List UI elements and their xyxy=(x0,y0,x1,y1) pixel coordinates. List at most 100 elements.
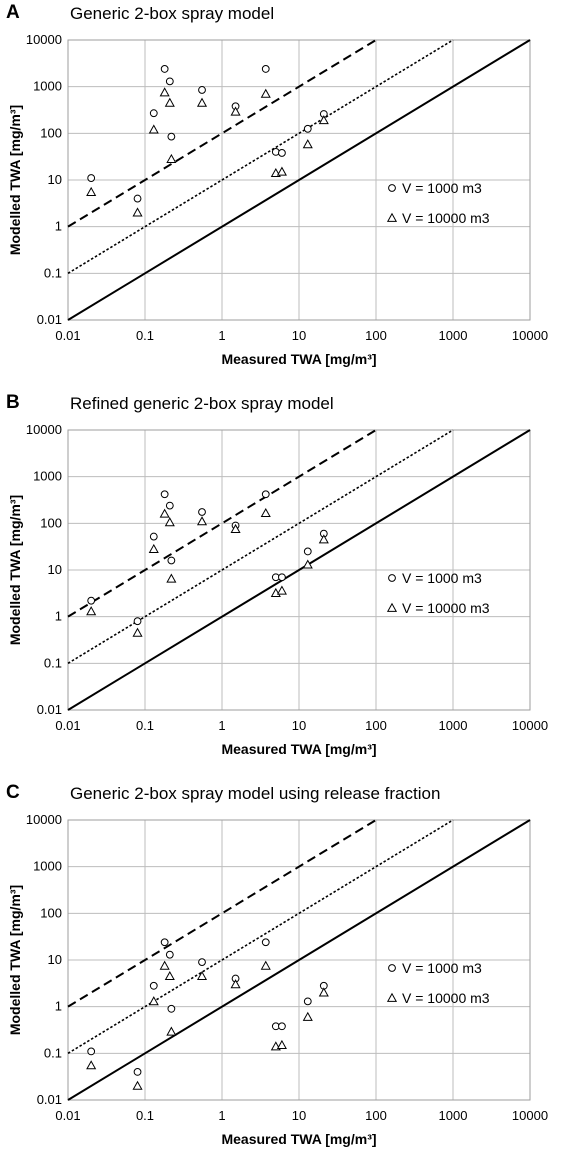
scatter-plot-b: 0.01 0.1 1 10 100 1000 10000 0.01 0.1 1 10 100 1000 1… xyxy=(7,422,548,757)
x-tick-label: 100 xyxy=(365,1108,387,1123)
circle-point xyxy=(198,508,206,516)
y-tick-label: 1 xyxy=(55,609,62,624)
scatter-plot-c: 0.01 0.1 1 10 100 1000 10000 0.01 0.1 1 10 100 1000 1… xyxy=(7,812,548,1147)
triangle-point xyxy=(164,517,175,527)
x-tick-label: 0.1 xyxy=(136,718,154,733)
reference-line-dashed xyxy=(67,429,377,618)
triangle-point xyxy=(260,88,271,98)
triangle-point xyxy=(196,516,208,526)
circle-point xyxy=(160,490,169,499)
y-tick-label: 10 xyxy=(48,562,62,577)
circle-point xyxy=(133,194,142,203)
triangle-point xyxy=(318,987,329,997)
x-tick-label: 1000 xyxy=(439,328,468,343)
circle-point xyxy=(160,938,169,947)
triangle-point xyxy=(132,1080,143,1090)
x-tick-label: 1 xyxy=(218,328,225,343)
circle-point xyxy=(261,490,270,499)
legend-entry: V = 1000 m3 xyxy=(402,570,482,586)
circle-point xyxy=(87,1047,96,1056)
reference-line-solid xyxy=(67,39,531,321)
circle-point xyxy=(133,617,142,626)
legend-entry: V = 1000 m3 xyxy=(402,180,482,196)
x-tick-label: 100 xyxy=(365,328,387,343)
legend-marker xyxy=(388,574,396,582)
x-tick-label: 1000 xyxy=(439,1108,468,1123)
panel-a: A Generic 2-box spray model 0.01 0.1 1 10 10… xyxy=(0,0,567,390)
triangle-point xyxy=(196,97,208,107)
chart-title: Refined generic 2-box spray model xyxy=(70,394,334,413)
legend-marker xyxy=(386,992,398,1002)
circle-point xyxy=(165,950,174,959)
circle-point xyxy=(167,132,176,141)
x-tick-label: 1 xyxy=(218,718,225,733)
circle-point xyxy=(133,1068,142,1076)
y-tick-label: 1000 xyxy=(33,469,62,484)
reference-line-dotted xyxy=(67,429,454,665)
x-tick-label: 0.01 xyxy=(55,328,80,343)
legend-entry: V = 10000 m3 xyxy=(402,600,490,616)
y-tick-label: 0.1 xyxy=(44,655,62,670)
y-tick-label: 10000 xyxy=(26,812,62,827)
scatter-plot-a: 0.01 0.1 1 10 100 1000 10000 0.01 0.1 1 10 100 1000 1… xyxy=(7,32,548,367)
triangle-point xyxy=(132,627,143,637)
circle-point xyxy=(165,77,174,86)
y-tick-label: 1 xyxy=(55,219,62,234)
triangle-point xyxy=(86,1060,97,1070)
x-tick-label: 100 xyxy=(365,718,387,733)
plot-frame xyxy=(67,819,531,1101)
triangle-point xyxy=(166,1026,177,1036)
y-tick-label: 10000 xyxy=(26,32,62,47)
x-tick-label: 0.01 xyxy=(55,1108,80,1123)
panel-letter: B xyxy=(6,392,20,413)
y-axis-label: Modelled TWA [mg/m³] xyxy=(7,885,23,1035)
triangle-point xyxy=(276,585,287,595)
circle-point xyxy=(87,174,96,182)
triangle-point xyxy=(86,186,97,196)
circle-point xyxy=(278,573,286,582)
triangle-point xyxy=(86,606,97,616)
y-tick-label: 10 xyxy=(48,952,62,967)
circle-point xyxy=(149,532,158,541)
legend-marker xyxy=(386,602,398,612)
y-tick-label: 0.01 xyxy=(37,1092,62,1107)
circle-point xyxy=(165,501,174,510)
y-tick-label: 1000 xyxy=(33,79,62,94)
y-tick-label: 1 xyxy=(55,999,62,1014)
y-tick-label: 0.01 xyxy=(37,312,62,327)
triangle-point xyxy=(164,97,175,107)
triangle-point xyxy=(196,970,208,981)
circle-point xyxy=(149,981,158,990)
triangle-point xyxy=(318,115,329,125)
x-tick-label: 10000 xyxy=(512,328,548,343)
circle-point xyxy=(198,86,206,94)
triangle-point xyxy=(276,166,287,176)
y-tick-label: 0.1 xyxy=(44,1045,62,1060)
triangle-point xyxy=(260,507,271,518)
triangle-point xyxy=(276,1039,287,1049)
circle-point xyxy=(261,65,270,73)
triangle-point xyxy=(159,87,170,97)
circle-point xyxy=(160,65,169,73)
legend-marker xyxy=(386,212,398,222)
y-tick-label: 100 xyxy=(40,515,62,530)
panel-letter: A xyxy=(6,2,20,23)
x-tick-label: 0.1 xyxy=(136,328,154,343)
x-tick-label: 1 xyxy=(218,1108,225,1123)
panel-letter: C xyxy=(6,782,20,803)
x-tick-label: 10 xyxy=(292,718,306,733)
triangle-point xyxy=(302,559,313,569)
x-tick-label: 0.01 xyxy=(55,718,80,733)
triangle-point xyxy=(159,960,170,970)
triangle-point xyxy=(166,153,177,163)
circle-point xyxy=(149,109,158,118)
triangle-point xyxy=(148,543,159,553)
triangle-point xyxy=(148,124,159,134)
y-tick-label: 0.01 xyxy=(37,702,62,717)
triangle-point xyxy=(318,534,329,544)
x-tick-label: 10 xyxy=(292,328,306,343)
chart-title: Generic 2-box spray model using release … xyxy=(70,784,441,803)
x-axis-label: Measured TWA [mg/m³] xyxy=(221,741,376,757)
triangle-point xyxy=(132,207,143,217)
